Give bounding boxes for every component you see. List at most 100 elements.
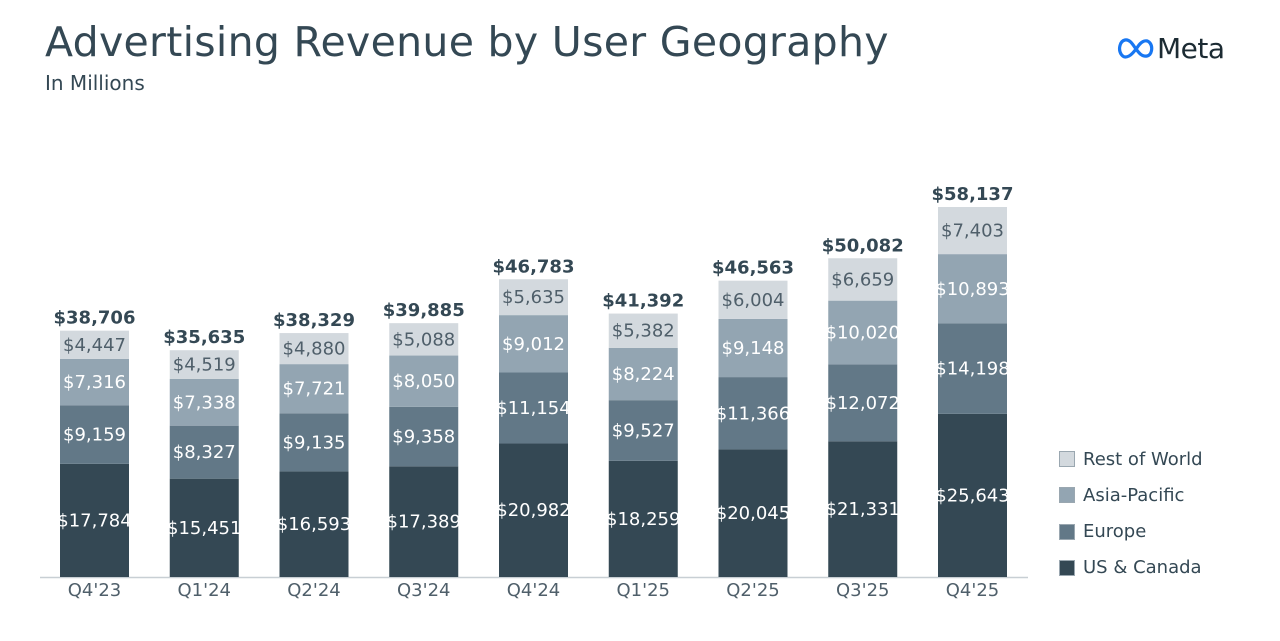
data-label-us-canada-q4-25: $25,643 [935, 485, 1009, 506]
bar-segment-rest-of-world-q3-24 [389, 323, 459, 356]
bar-segment-rest-of-world-q4-23 [60, 330, 129, 359]
meta-logo: Meta [1117, 30, 1225, 66]
total-label-q4-25: $58,137 [932, 184, 1014, 205]
data-label-europe-q2-25: $11,366 [716, 403, 790, 424]
total-label-q1-24: $35,635 [163, 327, 245, 348]
total-label-q4-24: $46,783 [493, 256, 575, 277]
x-tick-label-q3-24: Q3'24 [397, 580, 450, 601]
bar-segment-asia-pacific-q2-24 [279, 364, 349, 414]
meta-logo-text: Meta [1157, 31, 1225, 65]
chart-subtitle: In Millions [45, 71, 145, 95]
legend-label-europe: Europe [1083, 521, 1147, 543]
bar-segment-rest-of-world-q2-25 [718, 280, 788, 319]
data-label-asia-pacific-q4-25: $10,893 [935, 279, 1009, 300]
bar-segment-europe-q1-24 [169, 425, 239, 479]
bar-segment-europe-q3-24 [389, 406, 459, 467]
meta-infinity-icon [1118, 38, 1154, 59]
data-label-rest-of-world-q4-23: $4,447 [63, 335, 126, 356]
data-label-europe-q3-25: $12,072 [826, 393, 900, 414]
bar-segment-europe-q2-24 [279, 413, 349, 472]
bar-segment-us-canada-q3-25 [828, 441, 898, 577]
data-label-europe-q2-24: $9,135 [283, 432, 346, 453]
bar-segment-europe-q4-25 [938, 323, 1007, 414]
data-label-europe-q3-24: $9,358 [392, 427, 455, 448]
data-label-us-canada-q1-24: $15,451 [167, 518, 241, 539]
legend-swatch-asia-pacific [1059, 487, 1075, 504]
data-label-europe-q4-23: $9,159 [63, 425, 126, 446]
x-tick-label-q2-24: Q2'24 [287, 580, 340, 601]
bar-segment-europe-q3-25 [828, 364, 898, 442]
bar-segment-asia-pacific-q4-23 [60, 358, 129, 406]
bar-segment-us-canada-q4-25 [938, 413, 1007, 577]
data-label-us-canada-q3-25: $21,331 [826, 499, 900, 520]
data-label-rest-of-world-q2-25: $6,004 [722, 290, 785, 311]
bar-segment-europe-q1-25 [608, 400, 678, 461]
legend-label-asia-pacific: Asia-Pacific [1083, 484, 1185, 506]
x-tick-label-q4-25: Q4'25 [946, 580, 999, 601]
bar-segment-us-canada-q2-25 [718, 449, 788, 577]
bar-segment-asia-pacific-q3-25 [828, 300, 898, 365]
bar-segment-rest-of-world-q4-25 [938, 207, 1007, 255]
chart-legend: Rest of World Asia-Pacific Europe US & C… [1059, 449, 1203, 594]
bar-segment-asia-pacific-q4-24 [499, 315, 568, 373]
x-tick-label-q4-24: Q4'24 [507, 580, 560, 601]
bar-segment-asia-pacific-q4-25 [938, 254, 1007, 324]
data-label-rest-of-world-q4-24: $5,635 [502, 287, 565, 308]
bar-segment-europe-q2-25 [718, 377, 788, 450]
data-label-rest-of-world-q3-24: $5,088 [392, 329, 455, 350]
total-label-q1-25: $41,392 [602, 291, 684, 312]
data-label-rest-of-world-q2-24: $4,880 [283, 339, 346, 360]
bar-segment-us-canada-q1-24 [169, 478, 239, 577]
data-label-asia-pacific-q4-23: $7,316 [63, 372, 126, 393]
bar-segment-rest-of-world-q4-24 [499, 279, 568, 316]
bar-segment-us-canada-q4-24 [499, 443, 568, 577]
data-label-asia-pacific-q1-24: $7,338 [173, 392, 236, 413]
data-label-rest-of-world-q1-25: $5,382 [612, 321, 675, 342]
legend-item-us-canada: US & Canada [1059, 557, 1203, 579]
bar-segment-europe-q4-24 [499, 372, 568, 444]
bar-segment-asia-pacific-q1-24 [169, 378, 239, 426]
legend-item-europe: Europe [1059, 521, 1203, 543]
data-label-us-canada-q2-24: $16,593 [277, 514, 351, 535]
data-label-europe-q1-25: $9,527 [612, 420, 675, 441]
x-tick-label-q1-24: Q1'24 [178, 580, 231, 601]
data-label-rest-of-world-q3-25: $6,659 [831, 269, 894, 290]
data-label-asia-pacific-q4-24: $9,012 [502, 334, 565, 355]
bar-segment-rest-of-world-q1-24 [169, 350, 239, 379]
data-label-rest-of-world-q4-25: $7,403 [941, 221, 1004, 242]
chart-title: Advertising Revenue by User Geography [45, 18, 889, 66]
data-label-us-canada-q1-25: $18,259 [606, 509, 680, 530]
bar-segment-asia-pacific-q2-25 [718, 318, 788, 378]
bar-segment-rest-of-world-q2-24 [279, 333, 349, 365]
bar-segment-asia-pacific-q3-24 [389, 355, 459, 407]
bar-segment-us-canada-q2-24 [279, 471, 349, 577]
total-label-q2-25: $46,563 [712, 258, 794, 279]
data-label-us-canada-q2-25: $20,045 [716, 503, 790, 524]
x-tick-label-q3-25: Q3'25 [836, 580, 889, 601]
bar-segment-rest-of-world-q1-25 [608, 313, 678, 348]
bar-segment-us-canada-q3-24 [389, 466, 459, 577]
data-label-asia-pacific-q1-25: $8,224 [612, 364, 675, 385]
bar-segment-europe-q4-23 [60, 405, 129, 464]
bar-segment-rest-of-world-q3-25 [828, 258, 898, 301]
bar-segment-us-canada-q4-23 [60, 463, 129, 577]
legend-label-us-canada: US & Canada [1083, 557, 1202, 579]
data-label-us-canada-q3-24: $17,389 [387, 512, 461, 533]
legend-item-asia-pacific: Asia-Pacific [1059, 484, 1203, 506]
total-label-q3-24: $39,885 [383, 300, 465, 321]
data-label-asia-pacific-q3-24: $8,050 [392, 371, 455, 392]
legend-item-rest-of-world: Rest of World [1059, 449, 1203, 470]
data-label-rest-of-world-q1-24: $4,519 [173, 355, 236, 376]
data-label-us-canada-q4-23: $17,784 [57, 510, 131, 531]
data-label-europe-q4-24: $11,154 [496, 398, 570, 419]
total-label-q2-24: $38,329 [273, 310, 355, 331]
total-label-q4-23: $38,706 [54, 308, 136, 329]
legend-swatch-europe [1059, 523, 1075, 540]
data-label-us-canada-q4-24: $20,982 [496, 500, 570, 521]
x-tick-label-q2-25: Q2'25 [726, 580, 779, 601]
total-label-q3-25: $50,082 [822, 235, 904, 256]
x-tick-label-q1-25: Q1'25 [617, 580, 670, 601]
data-label-asia-pacific-q2-25: $9,148 [722, 338, 785, 359]
data-label-asia-pacific-q2-24: $7,721 [283, 379, 346, 400]
